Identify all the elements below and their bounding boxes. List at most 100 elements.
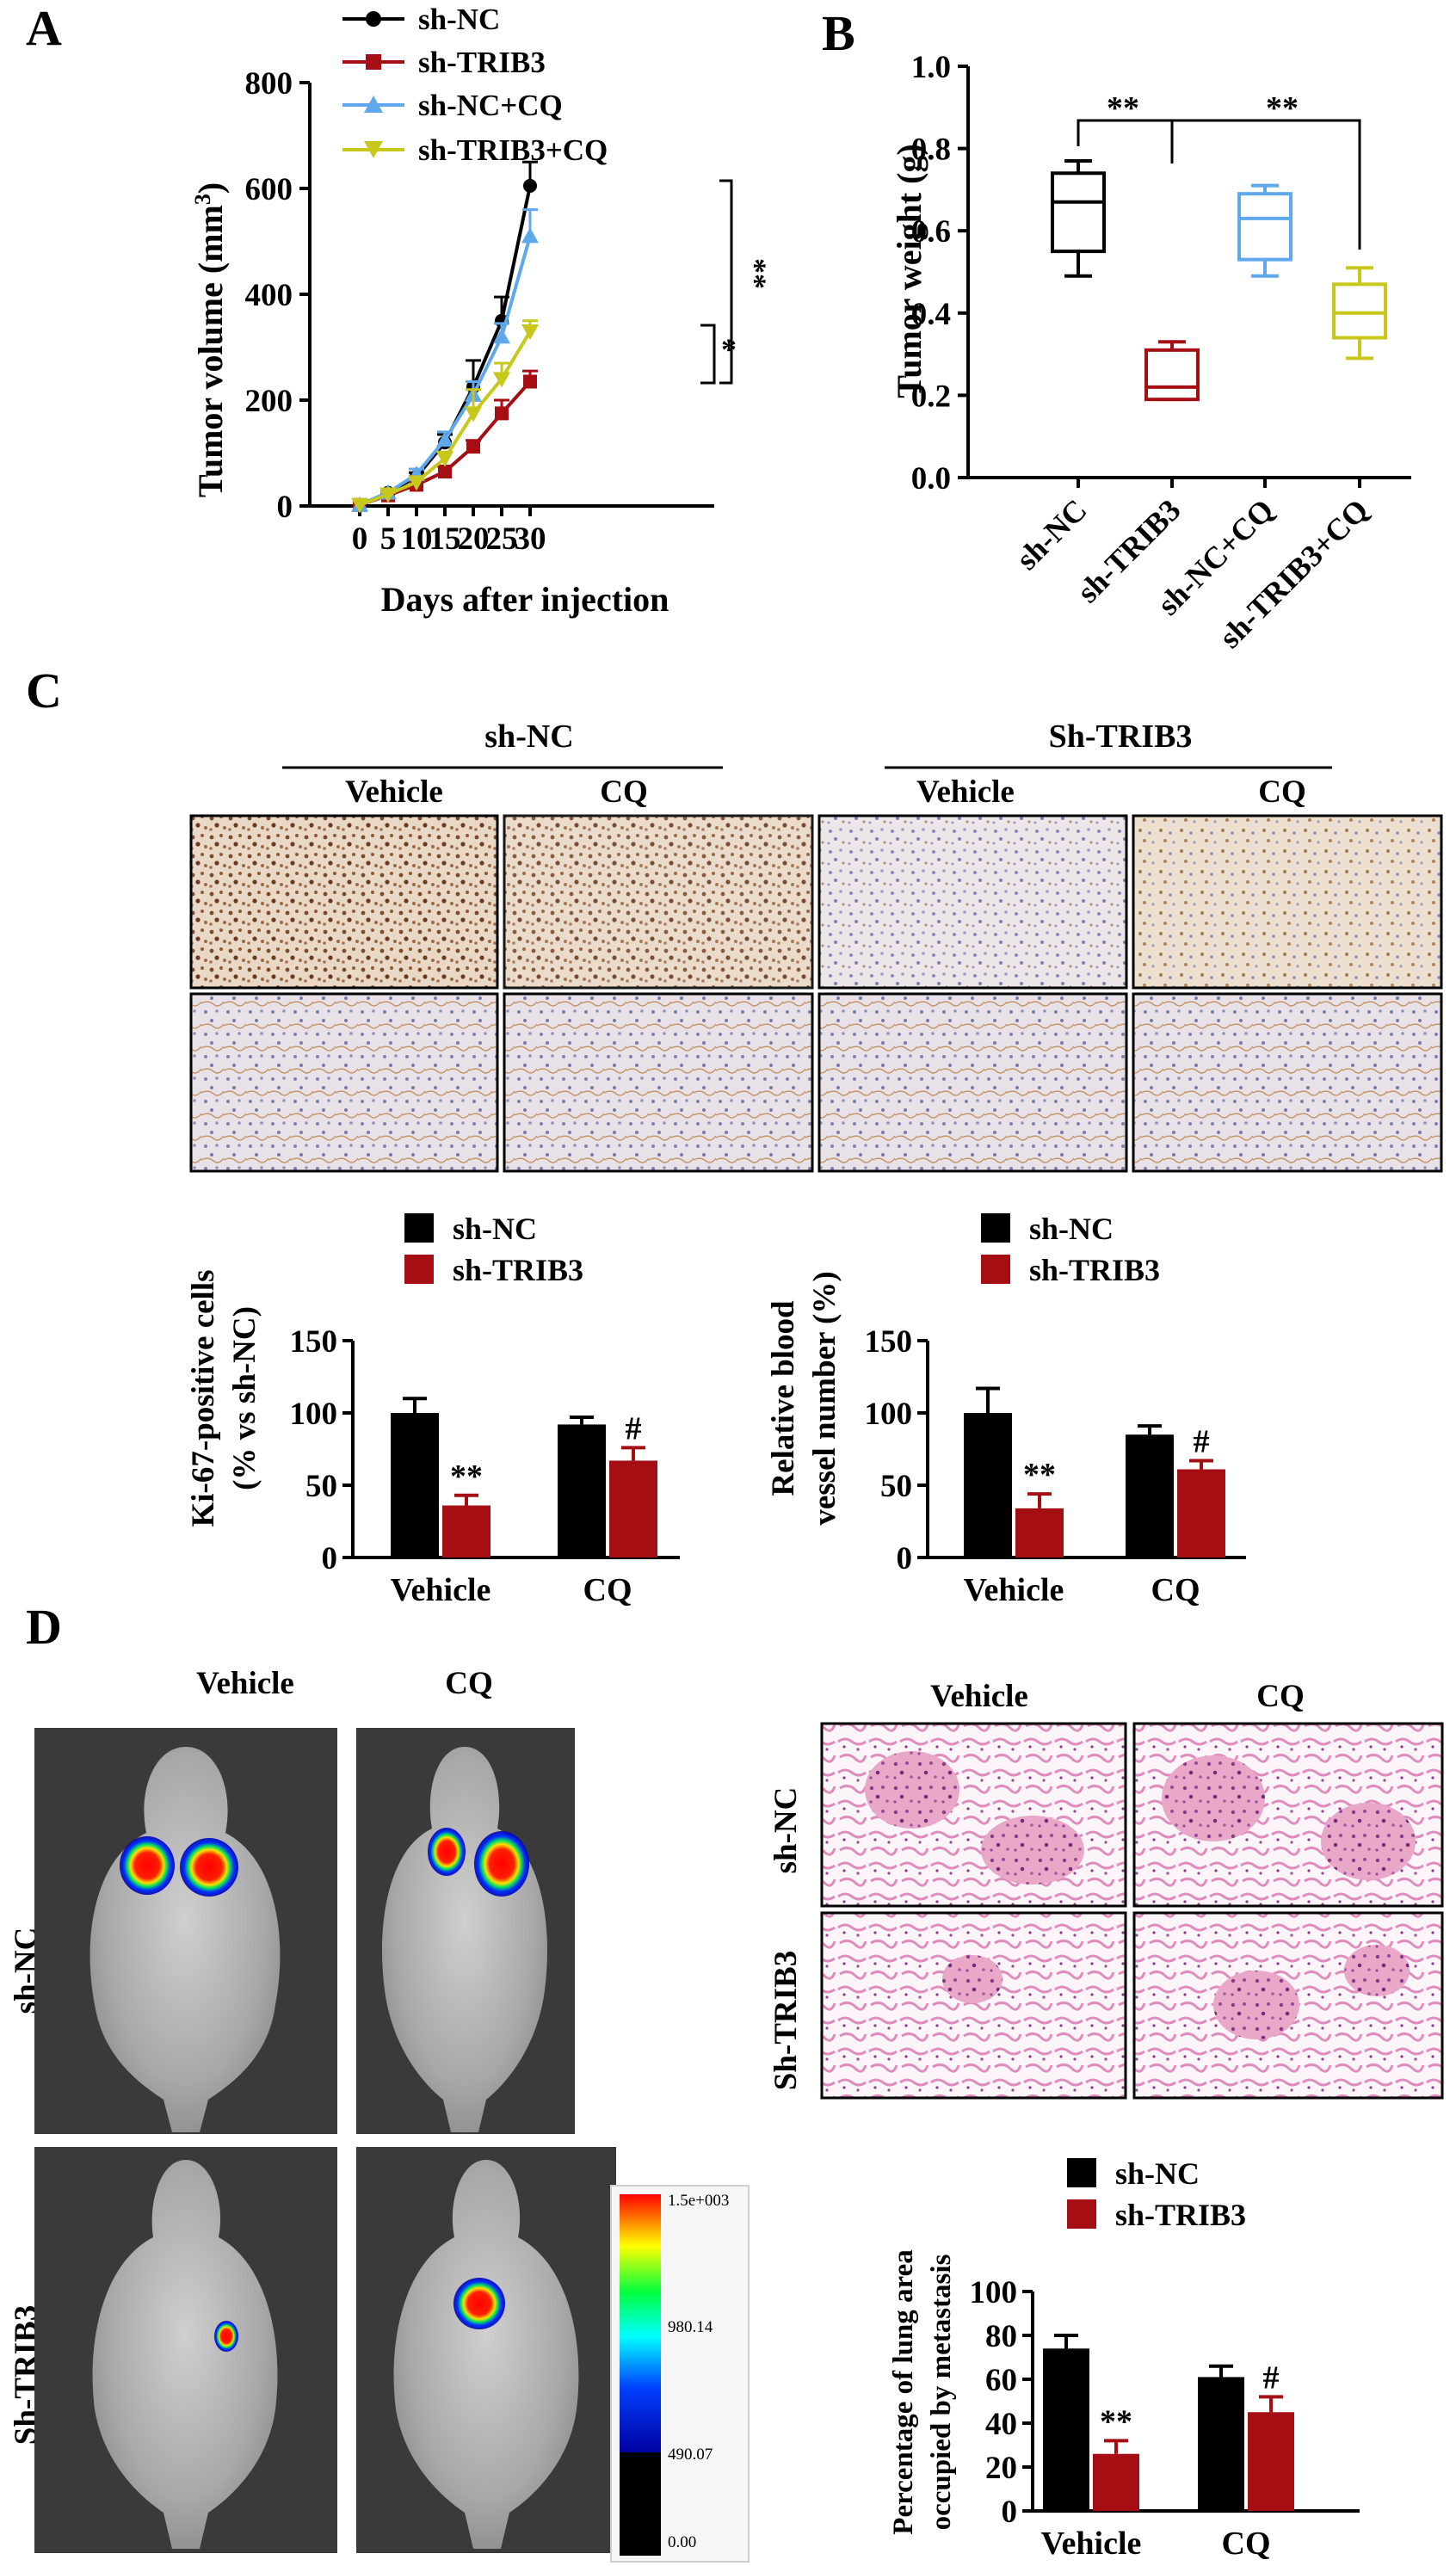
legend-swatch [1067,2158,1096,2187]
data-point [493,372,510,388]
metastatic-nodule [981,1816,1084,1884]
x-tick-label: Vehicle [391,1572,491,1608]
data-point [379,487,397,503]
cd34-sh-trib3-cq-image [1132,992,1443,1173]
ihc-image-grid [189,814,1443,1173]
y-tick-label: 50 [880,1469,912,1504]
y-tick-label: 600 [245,172,293,207]
y-axis-label-line2: occupied by metastasis [926,2254,957,2530]
data-point [523,178,537,193]
colorbar-label-low: 490.07 [668,2446,713,2464]
he-lung-images: Vehicle CQ sh-NC Sh-TRIB3 [768,1679,1444,2100]
legend-swatch [404,1213,434,1243]
data-point [465,406,482,423]
box [1051,171,1106,254]
y-tick-label: 150 [865,1324,913,1360]
tumor-volume-chart: Tumor volume (mm3) Days after injection … [190,66,773,619]
blood-vessel-bar-chart: Relative blood vessel number (%) 0 50 100 1… [766,1212,1246,1608]
box [1144,348,1200,402]
column-label: CQ [1256,1679,1305,1714]
y-tick-label: 0 [277,490,293,525]
ki67-sh-nc-cq-image [503,814,814,990]
colorbar-floor [620,2452,661,2556]
y-tick-label: 0.4 [911,297,951,332]
y-tick-label: 50 [305,1469,337,1504]
y-axis-label: Tumor weight (g) [890,144,929,398]
panel-a-letter: A [26,0,62,56]
legend-swatch [404,1255,434,1284]
legend-label: sh-NC [453,1212,537,1246]
row-label-sh-trib3: Sh-TRIB3 [768,1951,804,2090]
significance-label: ** [1107,90,1139,126]
x-tick-label: sh-NC [1009,492,1094,577]
y-axis-label-close: ) [191,182,230,194]
column-label: Vehicle [916,774,1015,810]
box [1332,282,1387,340]
legend-item-sh-nc: sh-NC [342,3,500,36]
y-tick-label: 100 [290,1397,338,1432]
significance-bracket [1077,119,1174,163]
y-tick-label: 150 [290,1324,338,1360]
data-point [436,431,453,447]
x-tick-label: CQ [583,1572,632,1608]
legend-label: sh-TRIB3 [453,1253,583,1287]
legend-swatch [981,1255,1010,1284]
y-axis-label-line2: (% vs sh-NC) [227,1306,262,1490]
y-tick-label: 0.2 [911,379,951,414]
y-tick-label: 80 [985,2319,1017,2354]
y-axis-label-sup: 3 [190,194,215,205]
y-tick-label: 200 [245,384,293,419]
significance-label: # [1194,1423,1210,1459]
data-point [351,497,368,514]
x-tick-label: Vehicle [964,1572,1064,1608]
legend-swatch [1067,2199,1096,2229]
y-tick-label: 100 [865,1397,913,1432]
y-tick-label: 60 [985,2363,1017,2398]
x-tick-label: 15 [429,521,461,557]
column-label: Vehicle [345,774,443,810]
he-sh-trib3-vehicle-image [820,1911,1127,2100]
he-sh-nc-vehicle-image [820,1722,1127,1908]
column-label: Vehicle [196,1666,294,1701]
y-axis-label-line2: vessel number (%) [807,1271,842,1525]
legend-item-sh-trib3: sh-TRIB3 [342,46,546,79]
luminescence-signal [120,1836,175,1895]
bar [964,1413,1012,1557]
y-axis-label: Tumor volume (mm3) [190,182,230,497]
colorbar-gradient [620,2194,661,2452]
y-tick-label: 0 [1002,2495,1018,2530]
legend-label: sh-NC [418,3,500,36]
metastatic-nodule [1344,1945,1410,1996]
y-tick-label: 0.6 [911,214,951,250]
legend-item-sh-trib3-cq: sh-TRIB3+CQ [342,133,608,167]
y-tick-label: 40 [985,2407,1017,2442]
y-tick-label: 0.8 [911,133,951,168]
significance-bracket [1170,119,1361,250]
ki67-sh-trib3-cq-image [1132,814,1443,990]
group-label-sh-nc: sh-NC [484,719,573,755]
significance-label: ** [450,1459,483,1495]
y-axis-label-line1: Ki-67-positive cells [186,1269,221,1527]
bar [609,1460,657,1557]
data-point [466,440,480,454]
data-point [521,324,539,341]
x-tick-label: Vehicle [1041,2526,1142,2562]
luminescence-signal [453,2278,505,2329]
data-point [523,374,537,389]
x-tick-label: CQ [1151,1572,1200,1608]
lung-metastasis-bar-chart: Percentage of lung area occupied by meta… [888,2156,1360,2562]
y-tick-label: 800 [245,66,293,102]
y-tick-label: 1.0 [911,50,951,85]
bar [1198,2377,1244,2511]
data-point [495,406,509,421]
significance-bracket [700,324,716,385]
x-tick-label: 30 [515,521,546,557]
luminescence-signal [428,1828,466,1876]
colorbar-label-max: 1.5e+003 [668,2192,729,2210]
x-tick-label: 25 [486,521,518,557]
luminescence-signal [180,1838,238,1897]
significance-label: ** [1100,2403,1132,2440]
x-axis-label: Days after injection [381,580,669,619]
ki67-sh-nc-vehicle-image [189,814,499,990]
